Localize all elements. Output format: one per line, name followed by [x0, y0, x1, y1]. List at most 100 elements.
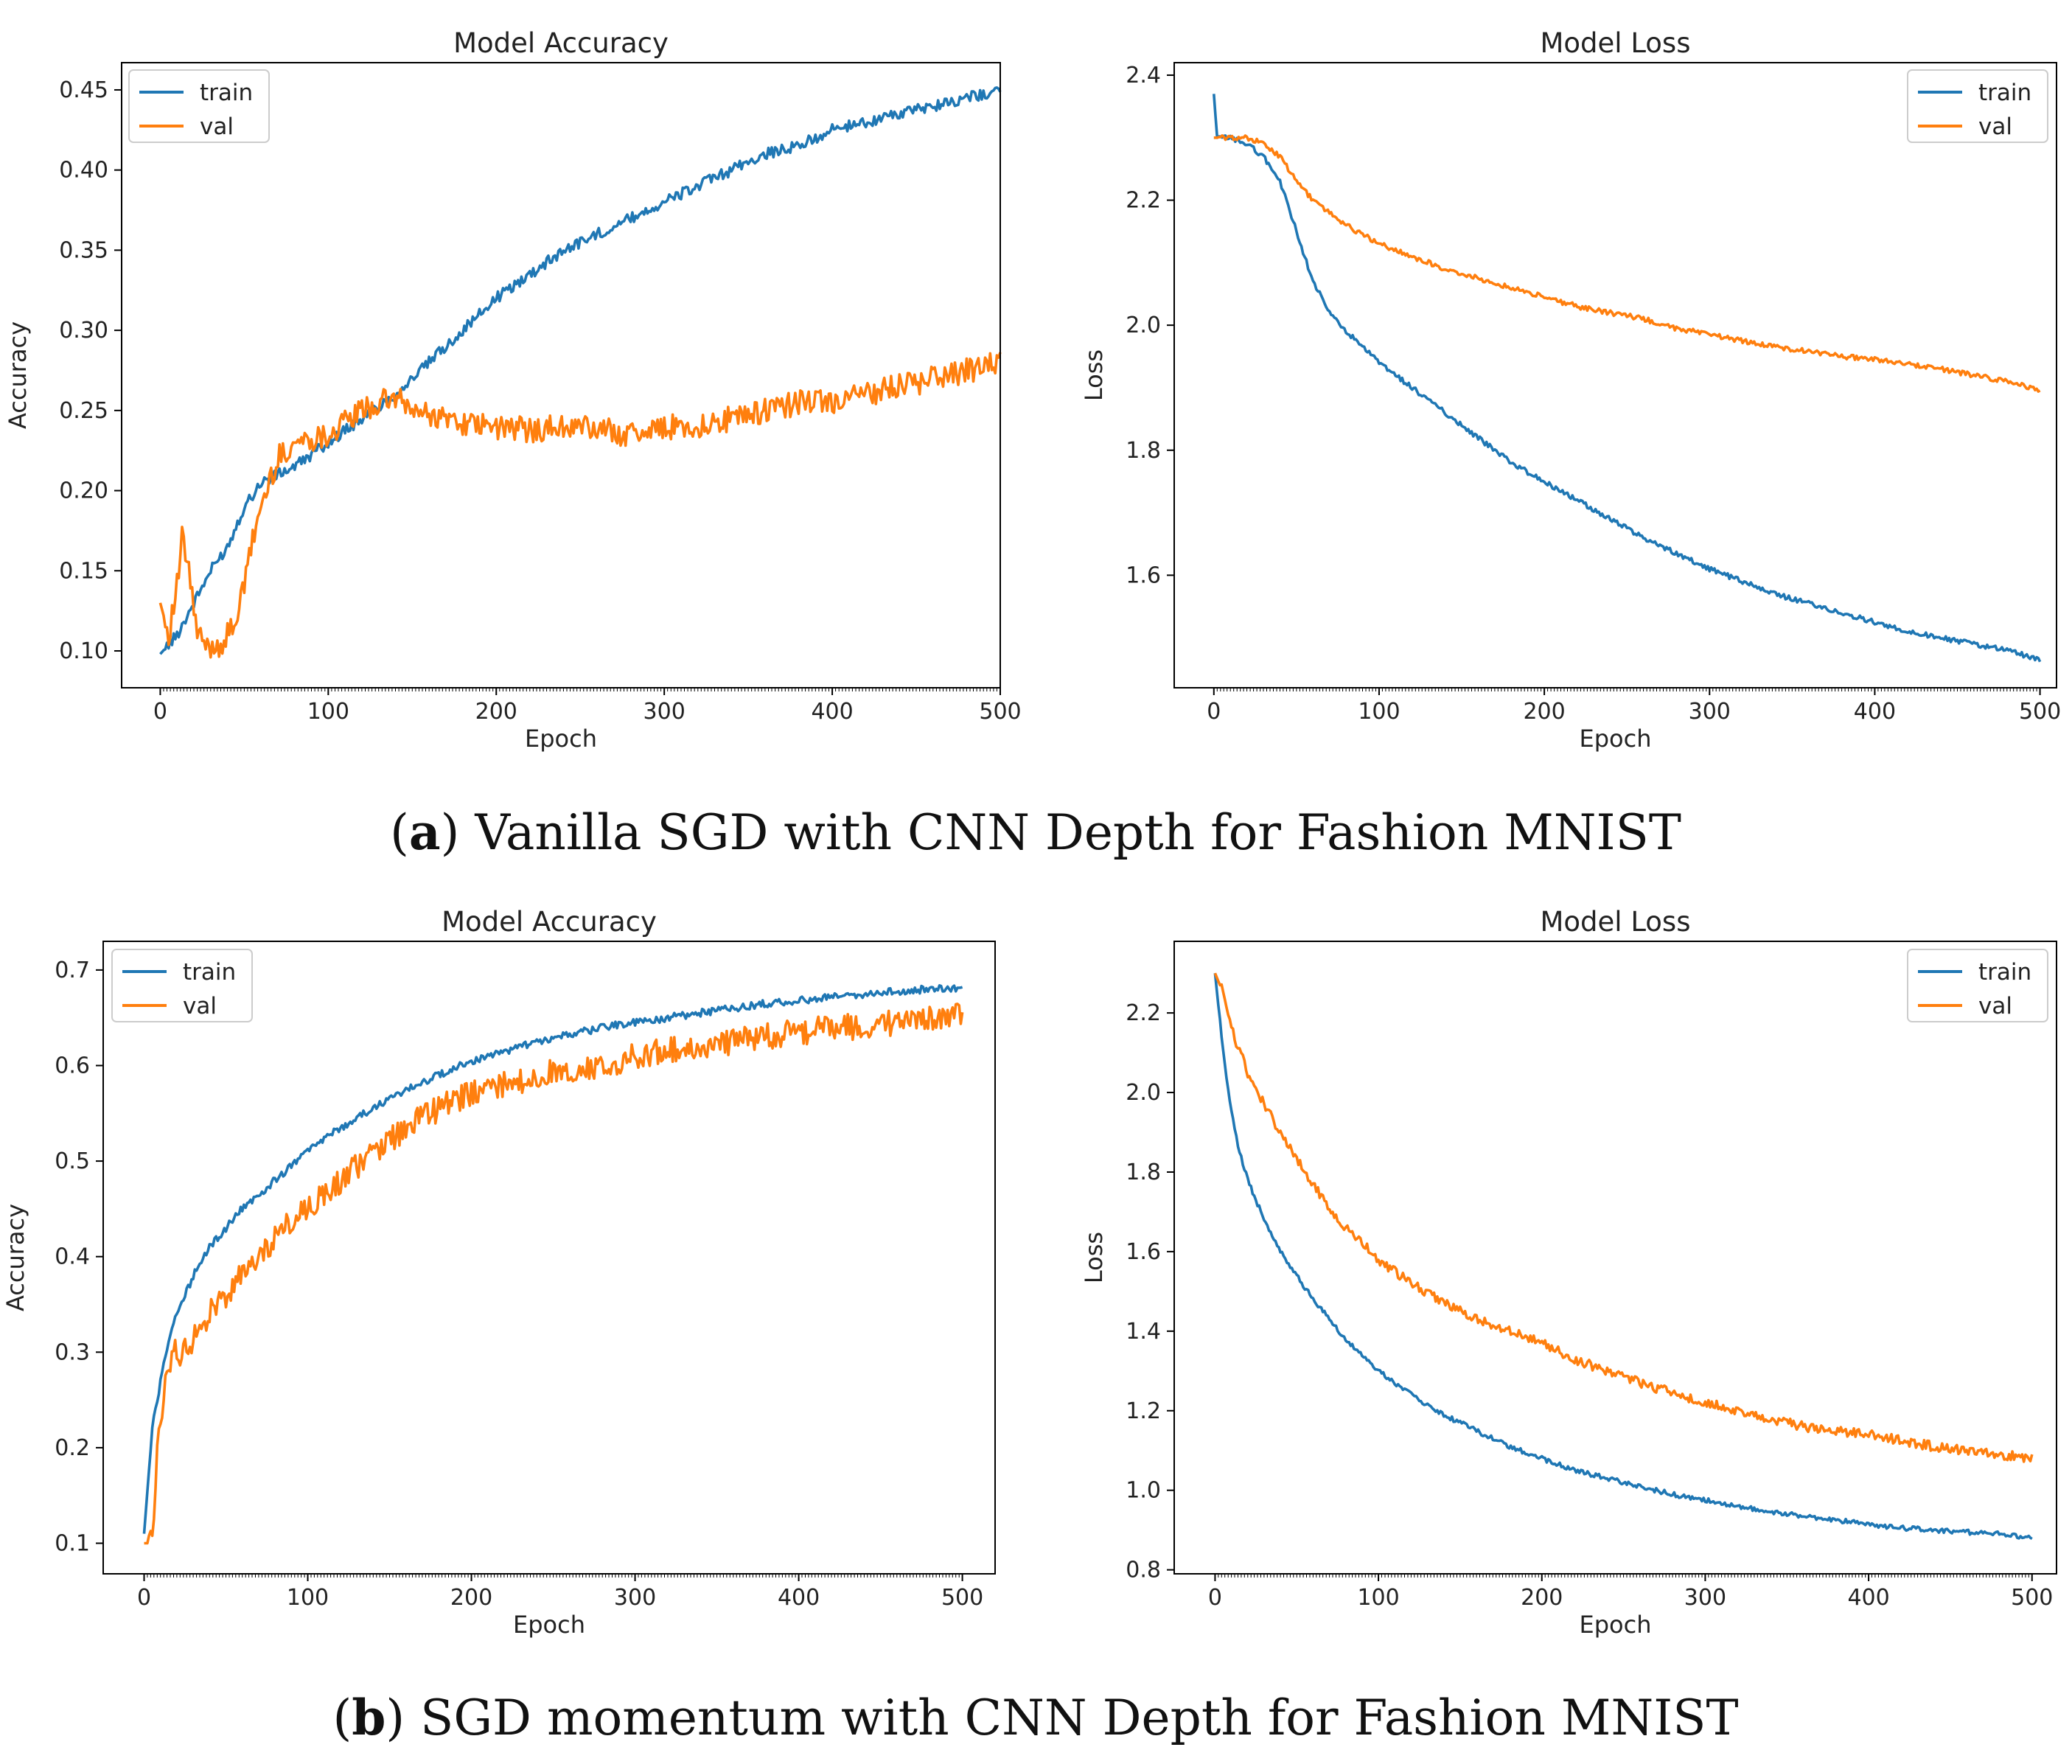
x-tick-label: 400 — [1847, 1585, 1889, 1611]
y-tick-label: 0.30 — [59, 318, 108, 344]
legend-label-train: train — [183, 959, 236, 986]
y-tick-label: 1.2 — [1126, 1398, 1161, 1424]
x-tick-label: 200 — [1521, 1585, 1563, 1611]
plot-frame — [1173, 941, 2057, 1575]
chart-3: Model Accuracy 0 100 200 300 400 500 0.1 0.2 0.3 0… — [1, 906, 996, 1639]
legend-box — [111, 949, 253, 1022]
chart-title: Model Loss — [1540, 27, 1690, 59]
y-tick-label: 1.0 — [1126, 1478, 1161, 1504]
legend: train val — [1907, 69, 2048, 143]
caption-b-letter: b — [352, 1689, 386, 1746]
x-tick-label: 300 — [1689, 699, 1731, 725]
legend-label-train: train — [200, 80, 253, 106]
y-tick-label: 0.25 — [59, 398, 108, 424]
series-line-train — [142, 984, 963, 1534]
y-tick-label: 1.8 — [1126, 438, 1161, 464]
y-tick-label: 0.3 — [55, 1339, 90, 1365]
series-line-train — [159, 86, 1002, 655]
x-tick-label: 100 — [1358, 699, 1400, 725]
legend: train val — [111, 949, 253, 1022]
y-tick-label: 0.40 — [59, 158, 108, 184]
y-axis-label: Accuracy — [1, 1204, 29, 1311]
y-tick-label: 2.2 — [1126, 188, 1161, 214]
x-tick-label: 400 — [811, 699, 853, 725]
legend-box — [1907, 69, 2048, 143]
x-tick-label: 300 — [1684, 1585, 1726, 1611]
y-tick-label: 2.4 — [1126, 63, 1161, 88]
x-tick-label: 100 — [287, 1585, 329, 1611]
series-line-val — [1213, 134, 2041, 393]
y-tick-label: 0.5 — [55, 1148, 90, 1174]
x-tick-label: 300 — [614, 1585, 656, 1611]
x-tick-label: 0 — [137, 1585, 151, 1611]
y-tick-label: 2.2 — [1126, 1000, 1161, 1026]
x-tick-label: 400 — [778, 1585, 820, 1611]
caption-a-letter: a — [409, 803, 441, 861]
y-axis-label: Loss — [1080, 1232, 1108, 1283]
y-tick-label: 0.10 — [59, 638, 108, 664]
series-line-val — [1213, 972, 2034, 1463]
y-tick-label: 0.35 — [59, 237, 108, 263]
x-axis-label: Epoch — [1580, 725, 1652, 753]
x-tick-label: 200 — [450, 1585, 492, 1611]
y-axis-label: Loss — [1080, 349, 1108, 401]
x-tick-label: 300 — [643, 699, 686, 725]
x-tick-label: 400 — [1854, 699, 1896, 725]
x-axis-label: Epoch — [1580, 1611, 1652, 1639]
x-axis-label: Epoch — [525, 725, 597, 753]
y-tick-label: 1.6 — [1126, 1239, 1161, 1265]
y-tick-label: 0.45 — [59, 77, 108, 103]
chart-4: Model Loss 0 100 200 300 400 500 0.8 1.0 1.2 1.4 1.… — [1080, 906, 2057, 1639]
chart-2: Model Loss 0 100 200 300 400 500 1.6 1.8 2.0 2.2 2.… — [1080, 27, 2061, 753]
legend: train val — [1907, 949, 2048, 1022]
y-tick-label: 2.0 — [1126, 1080, 1161, 1106]
x-tick-label: 500 — [2019, 699, 2061, 725]
y-tick-label: 0.8 — [1126, 1558, 1161, 1583]
caption-b: (b) SGD momentum with CNN Depth for Fash… — [332, 1689, 1738, 1746]
x-tick-label: 0 — [1207, 699, 1221, 725]
caption-a: (a) Vanilla SGD with CNN Depth for Fashi… — [390, 803, 1681, 861]
x-tick-label: 0 — [153, 699, 167, 725]
y-tick-label: 0.4 — [55, 1244, 90, 1270]
y-tick-label: 0.20 — [59, 478, 108, 504]
caption-a-text: Vanilla SGD with CNN Depth for Fashion M… — [474, 804, 1681, 861]
x-tick-label: 200 — [1523, 699, 1565, 725]
x-tick-label: 500 — [979, 699, 1021, 725]
legend-label-val: val — [1978, 993, 2012, 1019]
y-axis-label: Accuracy — [4, 321, 32, 429]
y-tick-label: 0.2 — [55, 1435, 90, 1461]
plot-frame — [1173, 62, 2057, 688]
chart-title: Model Loss — [1540, 906, 1690, 938]
caption-b-text: SGD momentum with CNN Depth for Fashion … — [420, 1690, 1738, 1746]
legend-label-train: train — [1978, 80, 2031, 106]
y-tick-label: 1.6 — [1126, 562, 1161, 588]
y-tick-label: 1.4 — [1126, 1319, 1161, 1345]
chart-title: Model Accuracy — [453, 27, 669, 59]
y-tick-label: 2.0 — [1126, 313, 1161, 338]
y-tick-label: 1.8 — [1126, 1160, 1161, 1185]
series-line-val — [158, 352, 1002, 659]
series-line-val — [144, 1003, 964, 1545]
y-tick-label: 0.7 — [55, 958, 90, 983]
plot-frame — [121, 62, 1001, 688]
legend-label-val: val — [1978, 114, 2012, 140]
series-line-train — [1213, 94, 2042, 663]
x-tick-label: 200 — [475, 699, 517, 725]
y-tick-label: 0.15 — [59, 558, 108, 584]
legend: train val — [128, 69, 270, 143]
series-line-train — [1213, 973, 2033, 1541]
x-tick-label: 100 — [1357, 1585, 1399, 1611]
y-tick-label: 0.6 — [55, 1053, 90, 1078]
x-tick-label: 500 — [941, 1585, 983, 1611]
chart-1: Model Accuracy 0 100 200 300 400 500 0.10 0.15 0.… — [4, 27, 1022, 753]
x-tick-label: 100 — [307, 699, 349, 725]
legend-label-train: train — [1978, 959, 2031, 986]
y-tick-label: 0.1 — [55, 1531, 90, 1557]
legend-box — [128, 69, 270, 143]
legend-label-val: val — [200, 114, 234, 140]
x-tick-label: 0 — [1208, 1585, 1222, 1611]
plot-frame — [102, 941, 996, 1575]
x-tick-label: 500 — [2011, 1585, 2053, 1611]
legend-label-val: val — [183, 993, 217, 1019]
